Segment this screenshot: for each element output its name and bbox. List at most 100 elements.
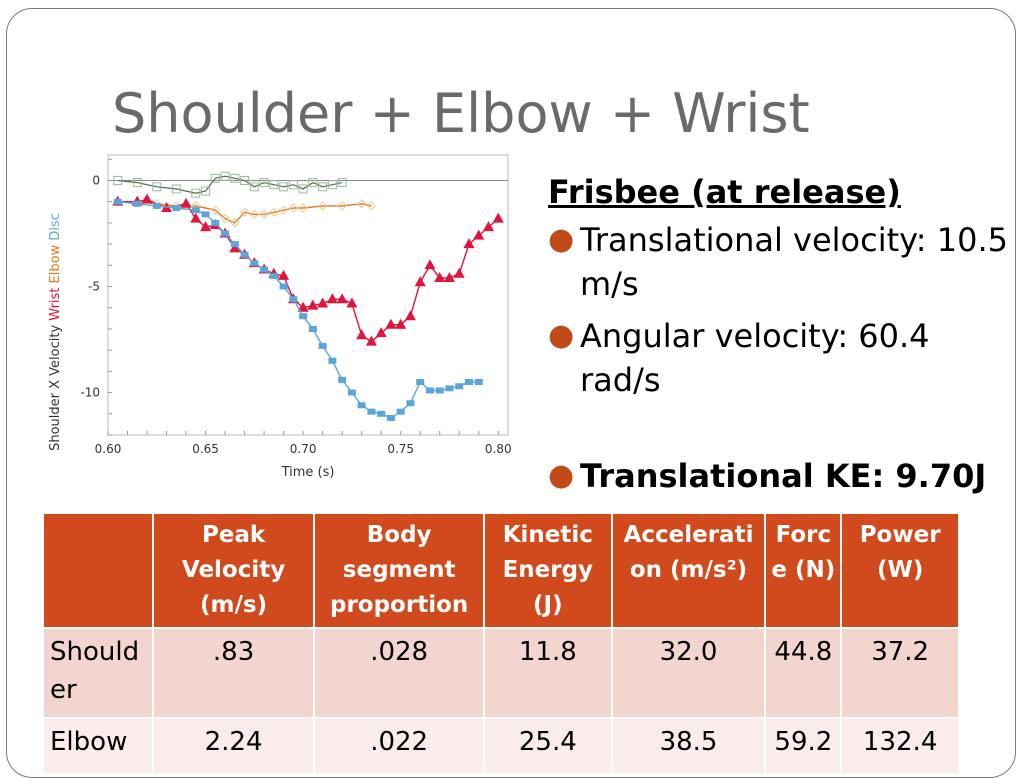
table-cell: 59.2 <box>764 717 843 775</box>
data-point <box>464 378 473 385</box>
data-point <box>240 175 250 185</box>
series-disc <box>113 198 483 422</box>
table-cell: 132.4 <box>840 717 960 775</box>
data-point <box>424 259 436 270</box>
data-point <box>307 299 319 310</box>
table-cell: .022 <box>313 717 485 775</box>
data-point <box>297 301 309 312</box>
data-point <box>298 184 308 194</box>
data-point <box>230 173 240 183</box>
data-point <box>141 193 153 204</box>
data-point <box>133 200 142 207</box>
data-point <box>375 327 387 338</box>
data-point <box>455 383 464 390</box>
data-point <box>278 205 289 215</box>
table-cell: 25.4 <box>482 717 613 775</box>
table-header-cell: Peak Velocity (m/s) <box>151 512 316 629</box>
data-point <box>385 318 397 329</box>
data-point <box>288 203 299 213</box>
data-point <box>298 203 308 213</box>
table-cell: 37.2 <box>840 627 960 719</box>
data-point <box>201 211 210 218</box>
x-axis-label: Time (s) <box>281 465 335 480</box>
data-point <box>406 400 415 407</box>
series-wrist <box>112 193 504 346</box>
y-axis-label-part: Elbow <box>48 244 63 287</box>
data-point <box>113 175 123 185</box>
data-point <box>443 272 455 283</box>
slide-title: Shoulder + Elbow + Wrist <box>112 82 810 145</box>
table-header-cell <box>42 512 154 629</box>
data-point <box>337 201 347 211</box>
y-axis-label-part: Disc <box>48 213 63 245</box>
data-point <box>482 221 494 232</box>
data-point <box>327 180 337 190</box>
x-tick-label: 0.65 <box>192 442 219 456</box>
bullet-text: Translational velocity: 10.5 m/s <box>580 221 1008 303</box>
data-point <box>366 201 377 211</box>
data-point <box>308 178 318 188</box>
data-point <box>299 313 308 320</box>
data-point <box>230 218 240 228</box>
y-axis-label-part: Wrist <box>48 288 63 325</box>
table-header-cell: Kinetic Energy (J) <box>482 512 613 629</box>
data-point <box>211 219 220 226</box>
table-header-row: Peak Velocity (m/s) Body segment proport… <box>42 512 960 629</box>
bullet-list: Frisbee (at release) ● Translational vel… <box>548 170 1018 498</box>
x-tick-label: 0.75 <box>387 442 414 456</box>
bullet-item: ● Translational velocity: 10.5 m/s <box>548 218 1018 306</box>
table-header-cell: Forc e (N) <box>764 512 843 629</box>
table-header-cell: Power (W) <box>840 512 960 629</box>
data-point <box>338 376 347 383</box>
data-point <box>288 180 298 190</box>
data-point <box>416 378 425 385</box>
data-point <box>453 267 465 278</box>
bullet-heading: Frisbee (at release) <box>548 173 901 211</box>
data-point <box>249 182 259 192</box>
data-point <box>279 283 288 290</box>
bullet-item: ● Angular velocity: 60.4 rad/s <box>548 314 1018 402</box>
bullet-dot-icon: ● <box>548 222 575 257</box>
table-cell: 38.5 <box>610 717 767 775</box>
data-point <box>317 201 328 211</box>
data-point <box>269 272 278 279</box>
data-point <box>492 212 504 223</box>
bullet-dot-icon: ● <box>548 318 575 353</box>
data-point <box>356 329 368 340</box>
data-point <box>113 198 122 205</box>
bullet-item: ● Translational KE: 9.70J <box>548 454 1018 498</box>
data-point <box>132 178 142 188</box>
table-row-label: Elbow <box>42 717 154 775</box>
data-point <box>191 207 200 214</box>
data-point <box>474 378 483 385</box>
bullet-text: Angular velocity: 60.4 rad/s <box>580 317 930 399</box>
data-point <box>367 408 376 415</box>
data-point <box>318 342 327 349</box>
data-point <box>221 230 230 237</box>
series-line <box>117 201 479 419</box>
segment-data-table: Peak Velocity (m/s) Body segment proport… <box>42 512 960 775</box>
table-cell: 32.0 <box>610 627 767 719</box>
velocity-chart: 0.60 0.65 0.70 0.75 0.80 0 -5 -10 Time (s) Shou… <box>48 154 512 480</box>
data-point <box>356 199 367 209</box>
table-cell: 44.8 <box>764 627 843 719</box>
data-point <box>191 188 201 198</box>
table-row: Elbow 2.24 .022 25.4 38.5 59.2 132.4 <box>42 717 960 775</box>
data-point <box>445 385 454 392</box>
y-tick-label: 0 <box>92 173 100 187</box>
table-row-label: Should er <box>42 627 154 719</box>
data-point <box>278 269 290 280</box>
data-point <box>200 221 212 232</box>
data-point <box>210 205 221 215</box>
data-point <box>172 205 181 212</box>
data-point <box>308 325 317 332</box>
data-point <box>357 402 366 409</box>
y-tick-label: -10 <box>80 386 100 400</box>
data-point <box>425 387 434 394</box>
data-point <box>279 182 289 192</box>
data-point <box>377 410 386 417</box>
data-point <box>289 296 298 303</box>
data-point <box>347 389 356 396</box>
table-header-cell: Body segment proportion <box>313 512 485 629</box>
data-point <box>473 229 485 240</box>
